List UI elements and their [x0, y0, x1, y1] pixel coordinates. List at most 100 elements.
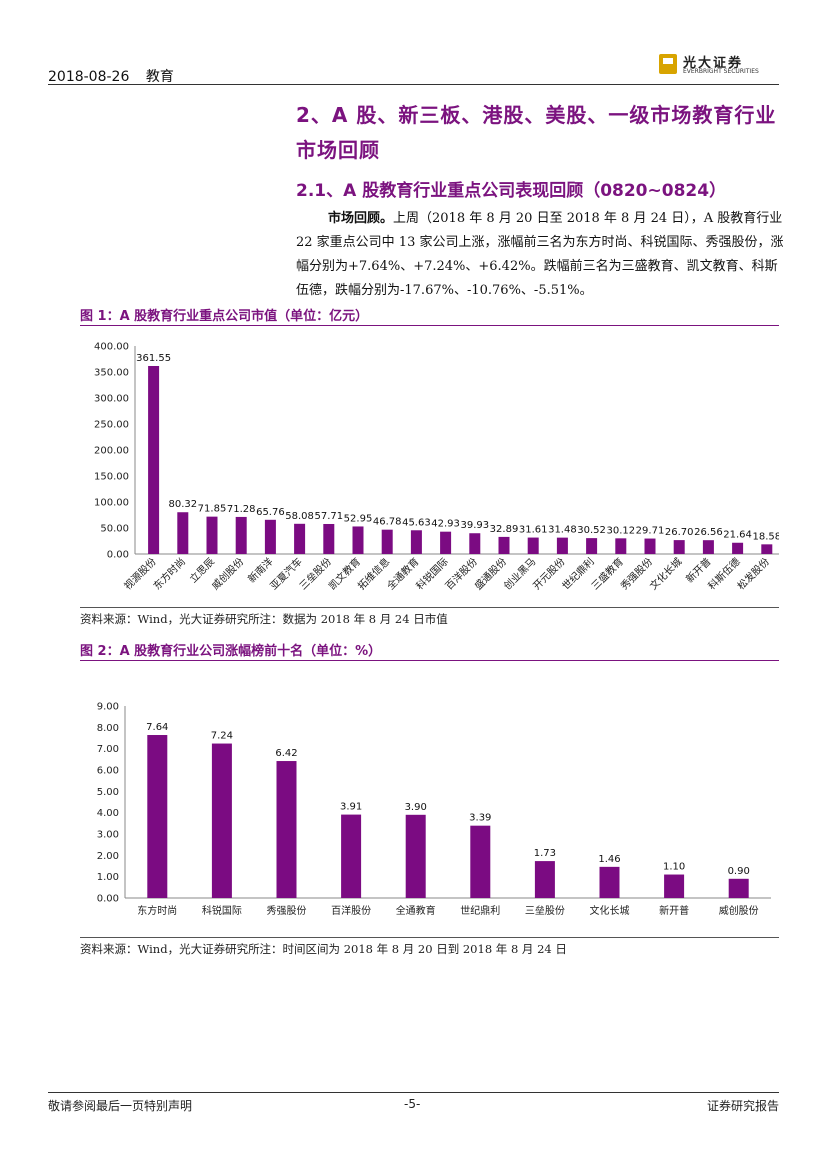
figure2-bar: [664, 874, 685, 898]
brand-name-en: EVERBRIGHT SECURITIES: [683, 68, 759, 75]
figure1-data-label: 361.55: [136, 353, 171, 364]
figure1-bar: [644, 538, 656, 554]
section-subheading: 2.1、A 股教育行业重点公司表现回顾（0820~0824）: [296, 181, 727, 201]
header-divider: [48, 84, 779, 85]
figure2-source: 资料来源：Wind，光大证券研究所注：时间区间为 2018 年 8 月 20 日…: [80, 942, 567, 956]
market-review-paragraph: 市场回顾。上周（2018 年 8 月 20 日至 2018 年 8 月 24 日…: [296, 207, 784, 303]
figure1-source-rule: [80, 607, 779, 608]
figure1-data-label: 26.70: [665, 527, 694, 538]
figure1-bar: [498, 536, 510, 554]
figure2-x-tick-label: 文化长城: [590, 904, 630, 917]
figure1-data-label: 26.56: [694, 527, 723, 538]
figure1-y-tick-label: 400.00: [94, 342, 129, 353]
figure2-data-label: 3.90: [405, 802, 427, 813]
figure1-bar: [264, 519, 276, 554]
figure1-rule: [80, 325, 779, 326]
footer-disclaimer: 敬请参阅最后一页特别声明: [48, 1099, 193, 1113]
figure2-bar: [728, 878, 749, 898]
figure2-data-label: 1.46: [598, 854, 620, 865]
figure1-y-tick-label: 250.00: [94, 420, 129, 431]
footer-report-type: 证券研究报告: [706, 1099, 779, 1113]
figure1-data-label: 71.85: [198, 504, 227, 515]
figure2-x-tick-label: 新开普: [659, 904, 689, 917]
figure1-bar: [323, 523, 335, 554]
figure1-bar: [352, 526, 364, 554]
footer-divider: [48, 1092, 779, 1093]
figure2-chart: 0.00 1.00 2.00 3.00 4.00 5.00 6.00 7.00 8.00 9.00…: [97, 702, 771, 917]
section-heading: 2、A 股、新三板、港股、美股、一级市场教育行业市场回顾: [296, 103, 777, 162]
figure2-y-tick-label: 2.00: [97, 851, 119, 862]
figure1-bar: [527, 537, 539, 554]
figure2-y-tick-label: 9.00: [97, 702, 119, 713]
figure2-y-tick-label: 5.00: [97, 787, 119, 798]
figure2-x-tick-label: 东方时尚: [137, 904, 177, 917]
figure1-y-tick-label: 150.00: [94, 472, 129, 483]
report-category: 教育: [145, 69, 174, 85]
figure1-y-tick-label: 50.00: [100, 524, 129, 535]
figure1-data-label: 39.93: [460, 520, 489, 531]
figure1-data-label: 32.89: [490, 524, 519, 535]
figure1-data-label: 52.95: [344, 513, 373, 524]
figure1-data-label: 18.58: [752, 531, 779, 542]
figure1-x-tick-label: 松发股份: [734, 555, 771, 592]
figure1-data-label: 42.93: [431, 519, 460, 530]
figure2-y-tick-label: 4.00: [97, 808, 119, 819]
figure1-data-label: 30.12: [606, 525, 635, 536]
figure1-x-tick-label: 新南洋: [245, 555, 275, 585]
brand-logo: 光大证券 EVERBRIGHT SECURITIES: [659, 52, 779, 78]
figure2-x-tick-label: 三垒股份: [525, 904, 565, 917]
paragraph-body: 上周（2018 年 8 月 20 日至 2018 年 8 月 24 日），A 股…: [296, 211, 784, 298]
figure2-x-tick-label: 威创股份: [719, 904, 759, 917]
figure2-y-tick-label: 0.00: [97, 894, 119, 905]
figure2-title: 图 2：A 股教育行业公司涨幅榜前十名（单位：%）: [80, 644, 382, 659]
figure1-x-tick-label: 立思辰: [187, 555, 217, 585]
figure1-x-tick-label: 文化长城: [647, 555, 684, 592]
paragraph-lead: 市场回顾。: [328, 211, 394, 226]
figure2-bar: [276, 761, 297, 898]
figure1-bar: [615, 538, 627, 554]
figure2-x-tick-label: 科锐国际: [202, 904, 242, 917]
figure1-bar: [177, 512, 189, 554]
figure1-data-label: 71.28: [227, 504, 256, 515]
figure1-title: 图 1：A 股教育行业重点公司市值（单位：亿元）: [80, 309, 369, 324]
figure1-data-label: 45.63: [402, 517, 431, 528]
figure1-y-tick-label: 100.00: [94, 498, 129, 509]
figure2-bar: [599, 866, 620, 898]
figure1-bar: [381, 529, 393, 554]
figure2-data-label: 7.64: [146, 722, 168, 733]
figure1-data-label: 80.32: [168, 499, 197, 510]
report-header: 2018-08-26 教育: [48, 66, 186, 86]
figure1-bar: [469, 533, 481, 554]
figure1-bar: [440, 531, 452, 554]
brand-logo-icon: [659, 54, 677, 74]
figure1-bar: [702, 540, 714, 554]
figure1-x-tick-label: 新开普: [683, 555, 713, 585]
figure1-bar: [673, 540, 685, 554]
figure2-data-label: 1.10: [663, 862, 685, 873]
figure1-data-label: 31.61: [519, 525, 548, 536]
figure1-data-label: 65.76: [256, 507, 285, 518]
figure1-chart: 0.00 50.00 100.00 150.00 200.00 250.00 300.00 3…: [94, 342, 779, 592]
figure1-bar: [148, 365, 160, 554]
figure2-rule: [80, 660, 779, 661]
figure1-bar: [586, 538, 598, 554]
figure2-bar: [405, 814, 426, 898]
figure2-x-tick-label: 全通教育: [396, 904, 436, 917]
figure2-x-tick-label: 秀强股份: [267, 905, 307, 917]
figure2-data-label: 3.91: [340, 802, 362, 813]
figure1-data-label: 58.08: [285, 511, 314, 522]
figure1-data-label: 31.48: [548, 525, 577, 536]
figure1-y-tick-label: 350.00: [94, 368, 129, 379]
figure1-source: 资料来源：Wind，光大证券研究所注：数据为 2018 年 8 月 24 日市值: [80, 612, 448, 626]
figure2-data-label: 7.24: [211, 731, 233, 742]
figure2-bar: [341, 814, 362, 898]
figure1-y-tick-label: 200.00: [94, 446, 129, 457]
figure2-data-label: 6.42: [275, 748, 297, 759]
figure1-data-label: 21.64: [723, 530, 752, 541]
figure2-x-tick-label: 世纪鼎利: [460, 905, 500, 917]
figure1-bar: [410, 530, 422, 554]
figure2-y-tick-label: 8.00: [97, 723, 119, 734]
figure1-data-label: 57.71: [314, 511, 343, 522]
figure2-bar: [211, 743, 232, 898]
figure1-bar: [235, 516, 247, 554]
